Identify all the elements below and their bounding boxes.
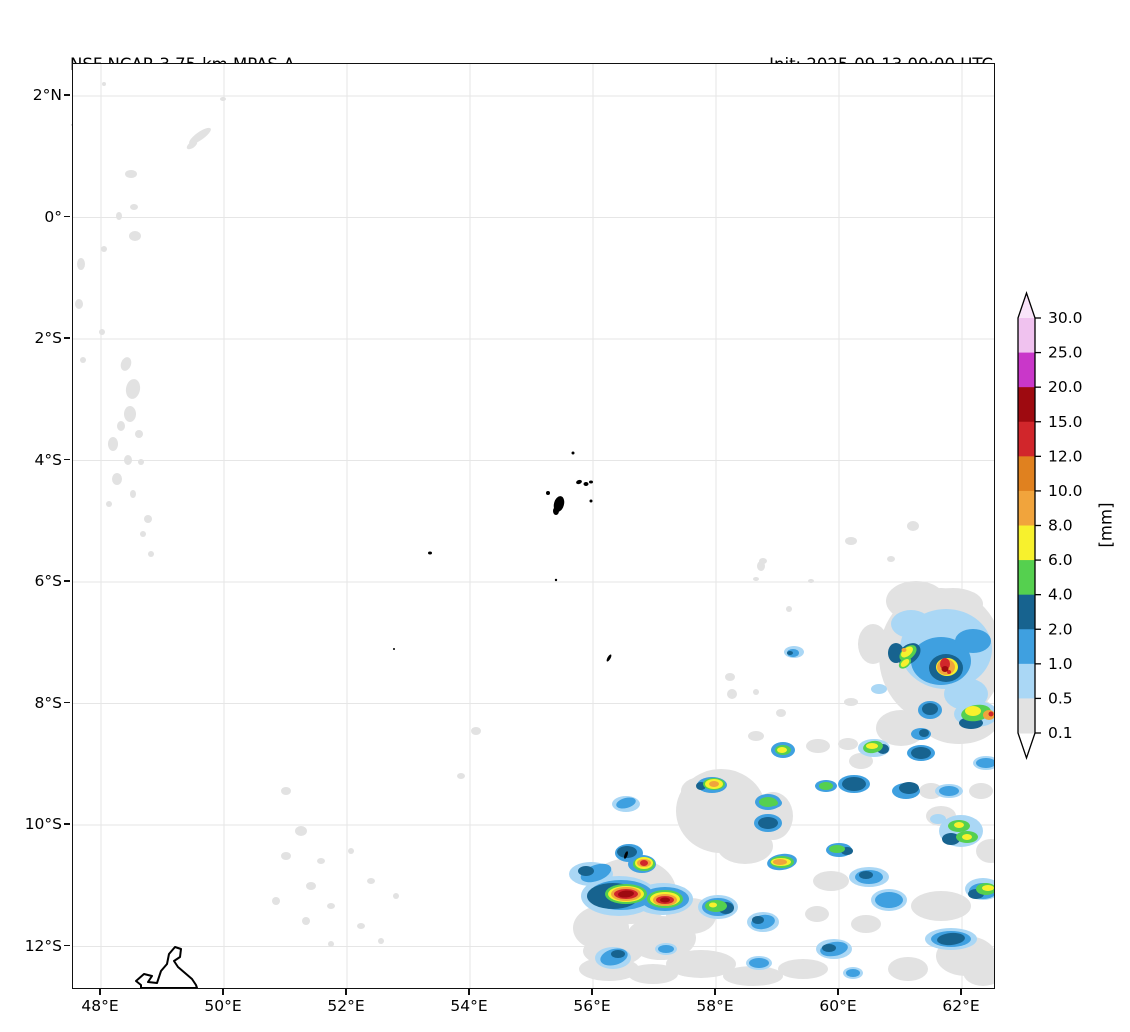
x-tick-label: 56°E xyxy=(573,997,611,1015)
tick-mark xyxy=(591,989,593,995)
tick-mark xyxy=(64,458,70,461)
colorbar-tick-label: 6.0 xyxy=(1048,551,1073,569)
precipitation-map xyxy=(73,64,994,988)
colorbar-tick-label: 0.1 xyxy=(1048,724,1073,742)
colorbar-tick-label: 12.0 xyxy=(1048,447,1083,465)
map-plot-area xyxy=(72,63,995,989)
colorbar-over-arrow xyxy=(1018,293,1035,318)
tick-mark xyxy=(468,989,470,995)
y-tick-label: 0° xyxy=(44,207,62,226)
colorbar-tick-label: 0.5 xyxy=(1048,689,1073,707)
colorbar-tick-label: 4.0 xyxy=(1048,586,1073,604)
colorbar-tick-label: 20.0 xyxy=(1048,378,1083,396)
colorbar-tick-label: 15.0 xyxy=(1048,413,1083,431)
tick-mark xyxy=(960,989,962,995)
colorbar-tick-label: 10.0 xyxy=(1048,482,1083,500)
y-tick-label: 10°S xyxy=(24,815,62,833)
tick-mark xyxy=(64,337,70,339)
colorbar-tick-label: 1.0 xyxy=(1048,655,1073,673)
precip-layer-dark_red xyxy=(618,666,949,903)
colorbar-units-label: [mm] xyxy=(1096,502,1116,548)
colorbar-under-arrow xyxy=(1018,733,1035,758)
tick-mark xyxy=(345,989,347,995)
y-tick-label: 2°S xyxy=(34,329,62,347)
x-tick-label: 58°E xyxy=(696,997,734,1015)
tick-mark xyxy=(64,944,70,947)
tick-mark xyxy=(64,94,70,96)
tick-mark xyxy=(64,701,70,704)
y-tick-label: 6°S xyxy=(34,572,62,590)
colorbar-segments xyxy=(1018,318,1035,734)
x-tick-label: 54°E xyxy=(450,997,488,1015)
colorbar-tick-label: 8.0 xyxy=(1048,517,1073,535)
x-tick-label: 48°E xyxy=(81,997,119,1015)
tick-mark xyxy=(64,823,70,825)
y-tick-label: 8°S xyxy=(34,693,62,712)
colorbar-tick-label: 2.0 xyxy=(1048,620,1073,638)
colorbar-tick-label: 30.0 xyxy=(1048,309,1083,327)
gridlines xyxy=(73,64,994,988)
tick-mark xyxy=(64,215,70,218)
tick-mark xyxy=(222,989,224,995)
y-tick-label: 12°S xyxy=(24,936,62,955)
x-tick-label: 60°E xyxy=(819,997,857,1015)
tick-mark xyxy=(837,989,839,995)
island-specks xyxy=(393,451,628,859)
y-tick-label: 2°N xyxy=(32,86,62,104)
tick-mark xyxy=(714,989,716,995)
y-tick-label: 4°S xyxy=(34,450,62,469)
colorbar: 30.0 25.0 20.0 15.0 12.0 10.0 8.0 6.0 4.0 2.0 1.0 0… xyxy=(1017,290,1083,761)
x-tick-label: 62°E xyxy=(942,997,980,1015)
x-tick-label: 50°E xyxy=(204,997,242,1015)
tick-mark xyxy=(64,580,70,582)
tick-mark xyxy=(99,989,101,995)
colorbar-ticks: 30.0 25.0 20.0 15.0 12.0 10.0 8.0 6.0 4.0 2.0 1.0 0… xyxy=(1035,309,1083,742)
colorbar-tick-label: 25.0 xyxy=(1048,344,1083,362)
madagascar-coastline xyxy=(135,946,198,988)
x-tick-label: 52°E xyxy=(327,997,365,1015)
